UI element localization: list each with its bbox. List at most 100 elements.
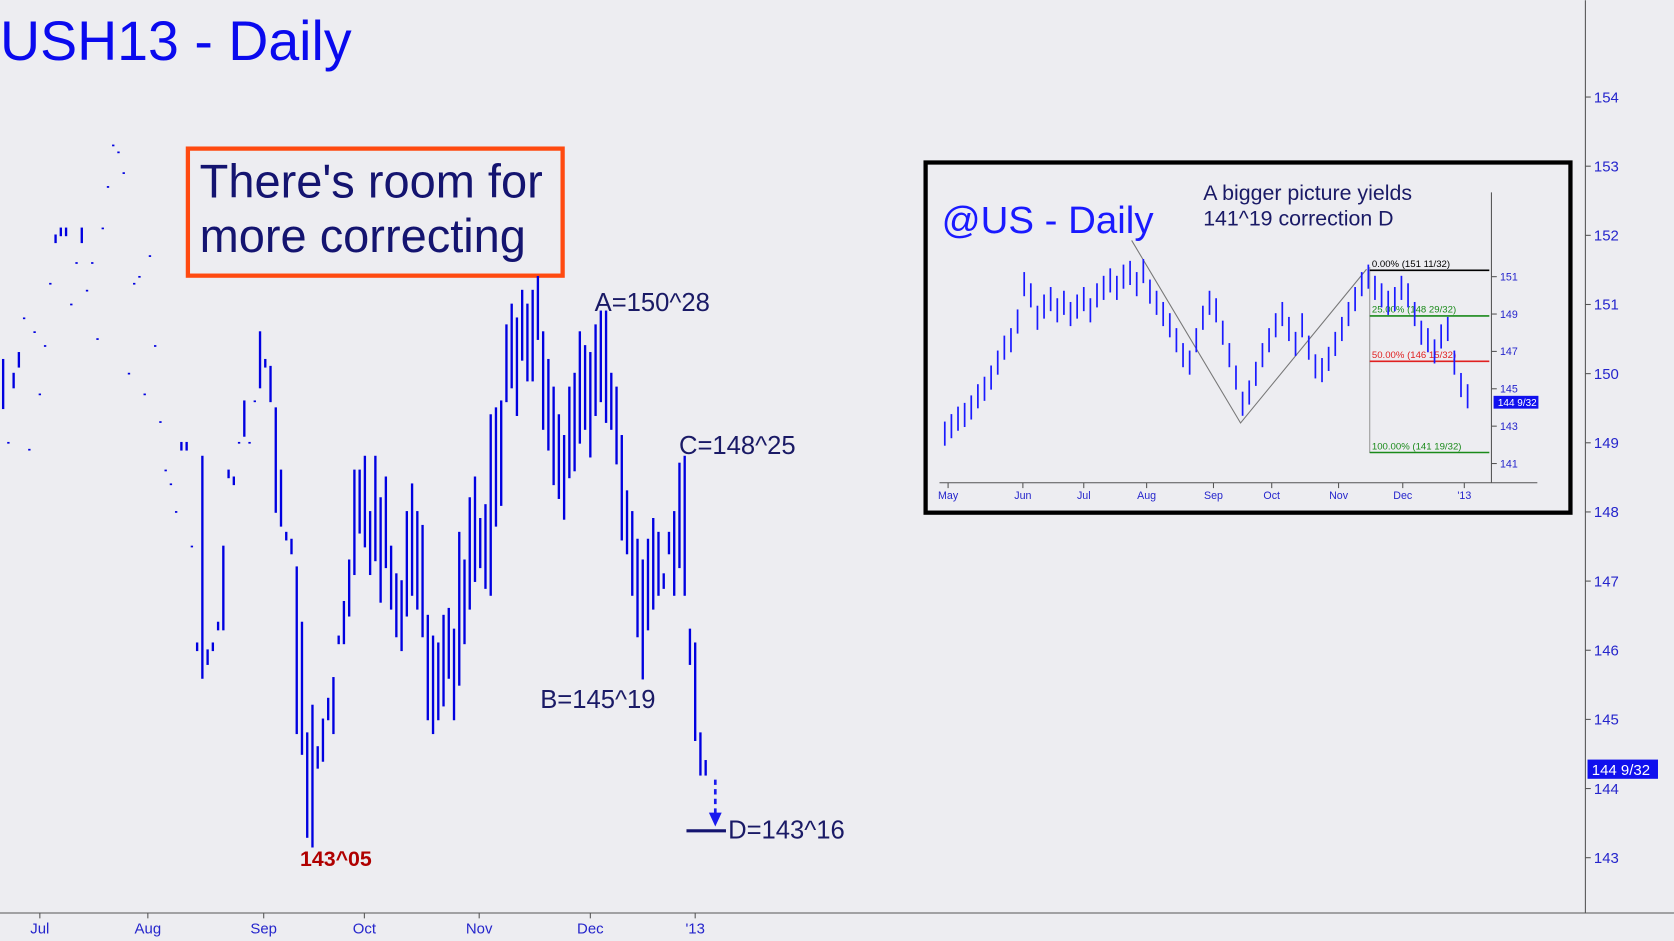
price-bar: [1380, 283, 1383, 308]
x-tick-label: Jul: [30, 920, 49, 937]
price-bar: [950, 414, 953, 439]
price-bar: [1089, 298, 1092, 323]
callout-box: [185, 146, 565, 278]
price-bar: [154, 345, 157, 347]
fib-label: 100.00% (141 19/32): [1372, 441, 1462, 452]
price-bar: [625, 490, 629, 555]
price-bar: [1175, 328, 1178, 353]
price-bar: [232, 476, 235, 486]
price-bar: [494, 407, 498, 527]
price-bar: [526, 303, 529, 382]
price-bar: [358, 469, 361, 534]
price-bar: [1109, 268, 1112, 293]
price-bar: [589, 352, 592, 458]
x-tick-label: Aug: [1137, 490, 1156, 502]
price-bar: [699, 732, 702, 776]
price-bar: [1116, 275, 1118, 300]
price-bar: [1049, 287, 1052, 312]
x-tick-label: Nov: [466, 920, 493, 937]
x-tick-label: Sep: [250, 920, 277, 937]
price-bar: [169, 483, 173, 486]
price-bar: [1149, 279, 1151, 304]
price-bar: [1453, 350, 1456, 375]
y-tick-label: 147: [1594, 573, 1619, 590]
price-bar: [1341, 316, 1343, 342]
price-bar: [1281, 301, 1284, 327]
y-tick-label: 152: [1594, 228, 1619, 245]
x-tick-label: May: [938, 490, 959, 502]
price-bar: [300, 621, 304, 755]
price-bar: [489, 414, 492, 596]
price-bar: [405, 511, 409, 617]
price-bar: [1427, 328, 1429, 353]
price-bar: [431, 635, 435, 735]
price-bar: [389, 545, 393, 610]
price-bar: [206, 649, 209, 665]
price-bar: [1102, 275, 1105, 300]
x-tick-label: Dec: [577, 920, 604, 937]
price-bar: [615, 386, 618, 465]
price-bar: [106, 186, 110, 188]
chart-title: USH13 - Daily: [0, 10, 352, 72]
price-bar: [54, 234, 57, 244]
price-bar: [943, 421, 946, 446]
price-bar: [1413, 301, 1416, 327]
price-bar: [1036, 305, 1039, 330]
price-bar: [983, 376, 986, 401]
price-bar: [1122, 264, 1125, 289]
y-tick-label: 143: [1500, 421, 1518, 433]
y-tick-label: 146: [1594, 642, 1619, 659]
price-bar: [1387, 290, 1390, 315]
price-bar: [59, 227, 62, 237]
price-bar: [211, 642, 215, 652]
price-bar: [541, 331, 545, 430]
price-bar: [269, 365, 272, 403]
price-bar: [1, 358, 5, 410]
price-bar: [174, 511, 178, 513]
price-bar: [421, 524, 424, 638]
price-bar: [1268, 328, 1270, 353]
price-bar: [610, 372, 613, 430]
price-bar: [1135, 272, 1138, 297]
price-bar: [1043, 294, 1045, 319]
x-tick-label: '13: [1457, 490, 1471, 502]
price-bar: [264, 358, 267, 368]
price-bar: [636, 538, 639, 638]
price-bar: [957, 406, 959, 431]
price-bar: [970, 395, 973, 420]
price-bar: [437, 642, 440, 721]
price-bar: [80, 227, 83, 244]
price-bar: [337, 635, 340, 645]
price-bar: [704, 760, 707, 776]
y-tick-label: 148: [1594, 504, 1619, 521]
price-bar: [122, 172, 125, 174]
y-tick-label: 149: [1500, 309, 1518, 321]
price-bar: [1446, 316, 1449, 342]
price-bar: [515, 317, 519, 416]
price-bar: [1307, 335, 1310, 360]
y-tick-label: 141: [1500, 458, 1518, 470]
price-bar: [1407, 283, 1409, 308]
price-bar: [510, 303, 513, 389]
price-bar: [38, 393, 42, 396]
price-bar: [195, 642, 199, 652]
price-bar: [1221, 320, 1224, 345]
price-bar: [1254, 361, 1257, 386]
price-bar: [631, 511, 634, 596]
price-bar: [1248, 380, 1251, 405]
price-bar: [180, 441, 183, 451]
x-tick-label: Aug: [135, 920, 162, 937]
price-bar: [1168, 313, 1171, 338]
price-bar: [353, 469, 356, 576]
price-bar: [295, 566, 298, 735]
price-bar: [500, 400, 503, 506]
price-bar: [1274, 313, 1277, 338]
zigzag: [1131, 240, 1367, 424]
price-bar: [75, 262, 78, 264]
price-bar: [447, 607, 450, 679]
y-tick-label: 145: [1500, 384, 1518, 396]
price-bar: [1321, 358, 1323, 383]
price-bar: [673, 511, 676, 596]
inset-note: 141^19 correction D: [1203, 206, 1393, 230]
